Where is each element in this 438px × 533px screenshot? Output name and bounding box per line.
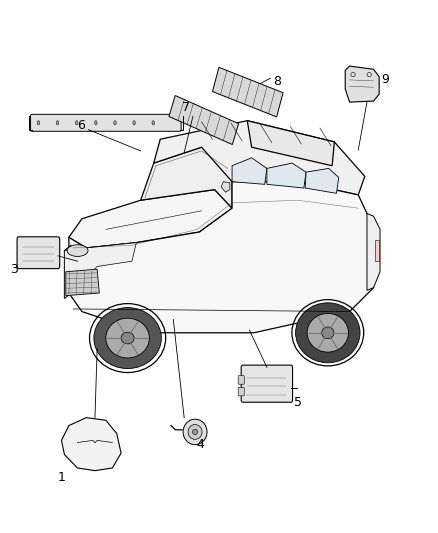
Polygon shape xyxy=(221,182,230,192)
Polygon shape xyxy=(61,418,121,471)
Text: 3: 3 xyxy=(10,263,18,277)
Polygon shape xyxy=(345,66,379,102)
Ellipse shape xyxy=(95,120,97,125)
FancyBboxPatch shape xyxy=(238,387,244,396)
Polygon shape xyxy=(267,163,306,188)
Text: 6: 6 xyxy=(78,119,85,132)
Ellipse shape xyxy=(106,318,149,358)
Polygon shape xyxy=(69,182,376,333)
Text: 7: 7 xyxy=(182,101,190,114)
Ellipse shape xyxy=(37,120,40,125)
Polygon shape xyxy=(64,243,136,298)
Ellipse shape xyxy=(183,419,207,445)
Polygon shape xyxy=(212,67,283,117)
Polygon shape xyxy=(232,158,267,184)
Text: 4: 4 xyxy=(196,438,204,451)
FancyBboxPatch shape xyxy=(31,114,181,131)
Polygon shape xyxy=(141,147,232,208)
FancyBboxPatch shape xyxy=(241,365,293,402)
Ellipse shape xyxy=(67,245,88,256)
Ellipse shape xyxy=(121,332,134,344)
Ellipse shape xyxy=(188,424,202,439)
Ellipse shape xyxy=(56,120,59,125)
Polygon shape xyxy=(305,168,339,193)
Polygon shape xyxy=(247,120,334,166)
FancyBboxPatch shape xyxy=(17,237,60,269)
Text: 5: 5 xyxy=(294,396,302,409)
Ellipse shape xyxy=(296,303,360,363)
Polygon shape xyxy=(64,245,73,298)
Ellipse shape xyxy=(152,120,155,125)
Ellipse shape xyxy=(192,429,198,434)
Polygon shape xyxy=(154,120,365,195)
Ellipse shape xyxy=(307,313,349,352)
Polygon shape xyxy=(367,214,380,290)
Polygon shape xyxy=(66,269,99,296)
Polygon shape xyxy=(375,240,379,261)
Polygon shape xyxy=(169,95,239,144)
Ellipse shape xyxy=(133,120,135,125)
Text: 8: 8 xyxy=(273,75,281,87)
Ellipse shape xyxy=(94,308,161,368)
Ellipse shape xyxy=(114,120,116,125)
Ellipse shape xyxy=(322,327,334,338)
Polygon shape xyxy=(69,190,232,248)
Text: 9: 9 xyxy=(381,72,389,85)
Text: 1: 1 xyxy=(58,471,66,484)
Ellipse shape xyxy=(75,120,78,125)
FancyBboxPatch shape xyxy=(238,376,244,384)
